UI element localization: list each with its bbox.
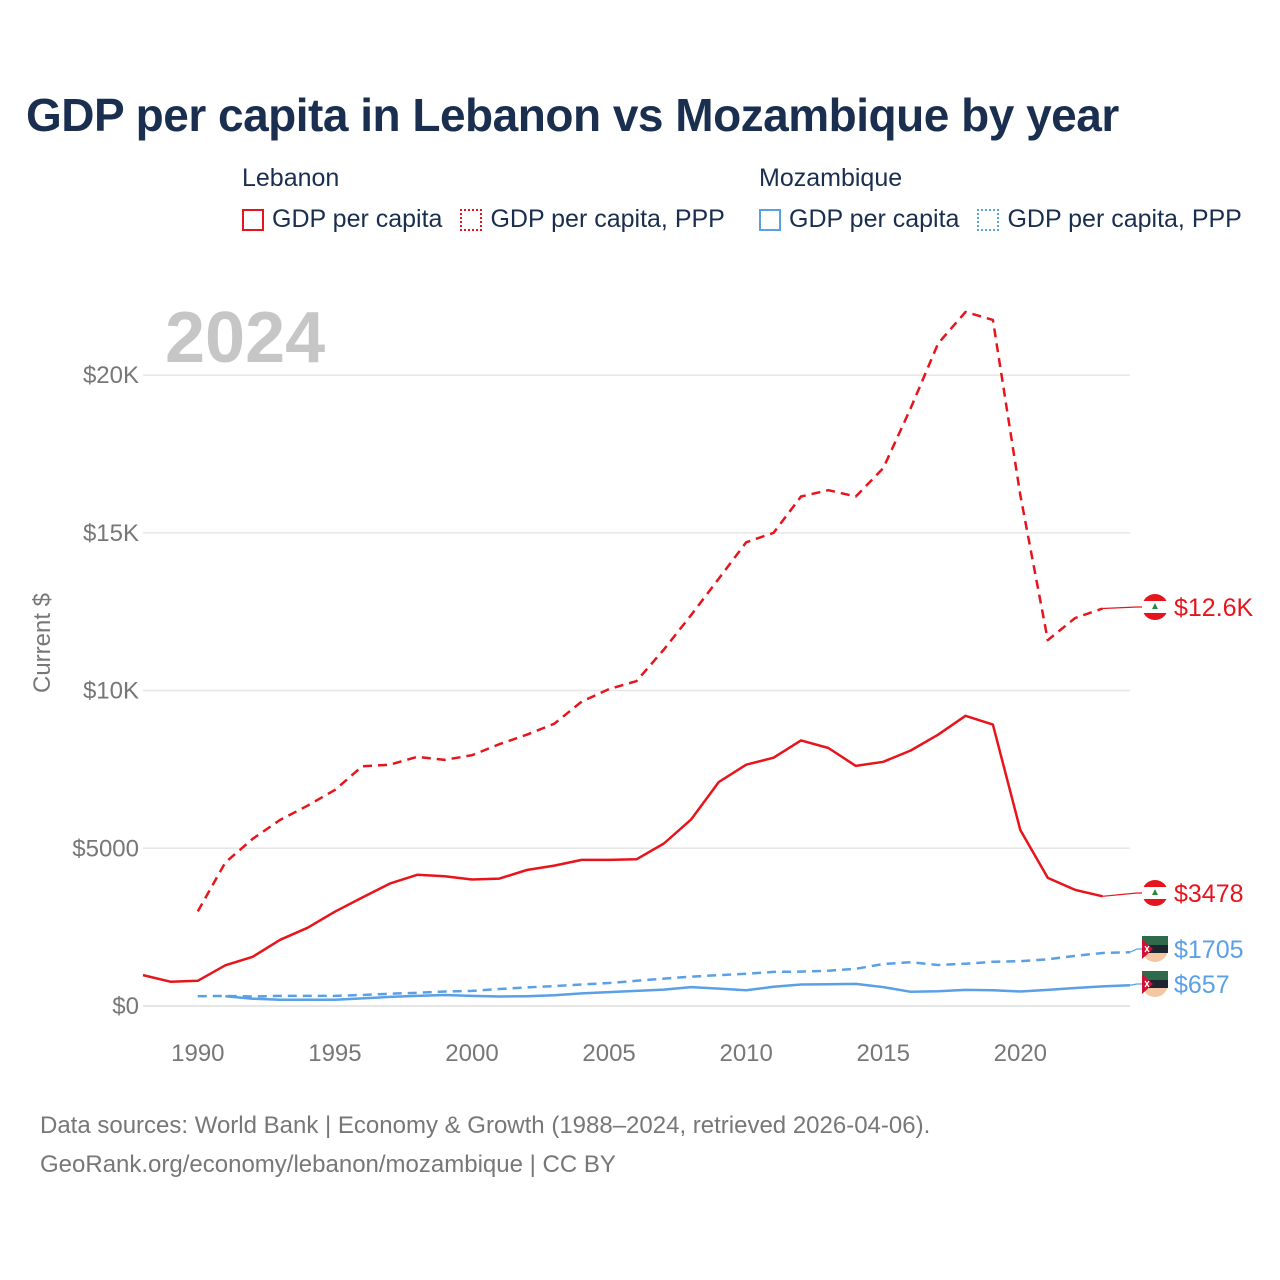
mozambique-flag-icon (1142, 971, 1168, 997)
year-watermark: 2024 (165, 298, 325, 378)
legend-group-lebanon: Lebanon GDP per capita GDP per capita, P… (242, 164, 743, 234)
x-tick-label: 2000 (445, 1040, 498, 1067)
x-tick-label: 2020 (994, 1040, 1047, 1067)
footer-link[interactable]: GeoRank.org/economy/lebanon/mozambique |… (40, 1151, 616, 1178)
end-value-label: $657 (1174, 971, 1230, 999)
legend-country-mozambique: Mozambique (759, 164, 903, 192)
legend-swatch-solid-icon (759, 208, 781, 231)
end-value-label: $1705 (1174, 936, 1244, 964)
line-chart: 2024 $0 $5000 $10K $15K $20K 1990 1995 2000 2005… (29, 298, 1254, 1067)
mozambique-flag-icon (1142, 936, 1168, 962)
legend-item-mozambique-gdp[interactable]: GDP per capita (759, 205, 959, 234)
y-tick-label: $0 (112, 993, 139, 1020)
end-connector (1129, 948, 1142, 953)
legend-label: GDP per capita (789, 205, 960, 233)
y-tick-label: $5000 (72, 835, 139, 862)
x-tick-label: 1990 (171, 1040, 224, 1067)
legend-item-mozambique-gdp-ppp[interactable]: GDP per capita, PPP (977, 205, 1242, 234)
y-tick-label: $15K (83, 520, 139, 547)
legend-label: GDP per capita, PPP (490, 205, 725, 233)
legend-country-lebanon: Lebanon (242, 164, 340, 192)
legend-item-lebanon-gdp[interactable]: GDP per capita (242, 205, 442, 234)
legend-swatch-solid-icon (242, 208, 264, 231)
end-value-label: $3478 (1174, 880, 1244, 908)
legend-label: GDP per capita, PPP (1007, 205, 1242, 233)
legend-swatch-dotted-icon (977, 208, 1000, 231)
x-tick-label: 2005 (582, 1040, 635, 1067)
x-tick-label: 1995 (308, 1040, 361, 1067)
series-line-lebanon-gdp-per-capita[interactable] (142, 714, 1103, 983)
legend-label: GDP per capita (272, 205, 443, 233)
chart-title: GDP per capita in Lebanon vs Mozambique … (26, 89, 1119, 141)
y-axis-label: Current $ (29, 593, 56, 693)
footer: Data sources: World Bank | Economy & Gro… (40, 1106, 930, 1184)
lebanon-flag-icon (1142, 880, 1168, 906)
x-tick-label: 2010 (719, 1040, 772, 1067)
legend-swatch-dotted-icon (460, 208, 483, 231)
footer-sources: Data sources: World Bank | Economy & Gro… (40, 1112, 931, 1139)
end-connector (1102, 606, 1142, 610)
lebanon-flag-icon (1142, 594, 1168, 620)
x-tick-label: 2015 (857, 1040, 910, 1067)
end-connector (1129, 983, 1142, 986)
y-tick-label: $10K (83, 678, 139, 705)
series-line-mozambique-gdp-per-capita[interactable] (225, 982, 1131, 1001)
series-line-lebanon-gdp-per-capita-ppp[interactable] (196, 310, 1104, 913)
legend-group-mozambique: Mozambique GDP per capita GDP per capita… (759, 164, 1260, 234)
end-connector (1102, 892, 1142, 897)
legend-item-lebanon-gdp-ppp[interactable]: GDP per capita, PPP (460, 205, 725, 234)
series-line-mozambique-gdp-per-capita-ppp[interactable] (197, 950, 1131, 998)
y-tick-label: $20K (83, 362, 139, 389)
end-value-label: $12.6K (1174, 594, 1254, 622)
